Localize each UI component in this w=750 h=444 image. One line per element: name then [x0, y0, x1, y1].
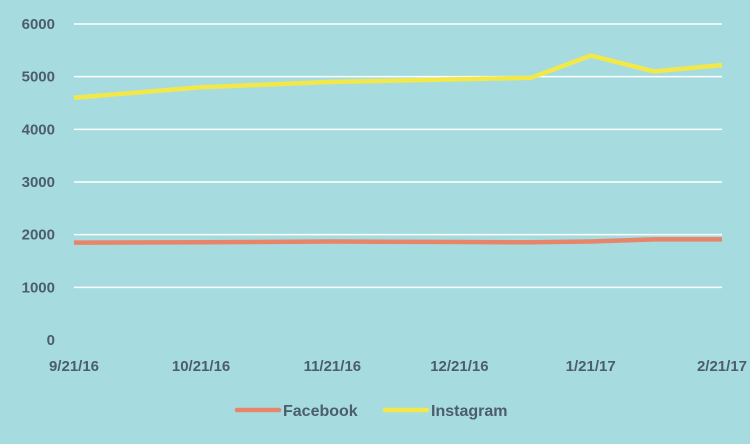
x-tick-label: 10/21/16	[172, 358, 230, 375]
series-lines	[73, 53, 723, 245]
x-axis-ticks: 9/21/16 10/21/16 11/21/16 12/21/16 1/21/17 2/…	[49, 358, 747, 375]
y-tick-label: 5000	[22, 69, 55, 86]
gridlines	[74, 23, 722, 289]
series-line-facebook	[73, 237, 722, 245]
legend: Facebook Instagram	[234, 403, 507, 420]
series-line-instagram	[73, 53, 723, 100]
y-tick-label: 3000	[22, 174, 55, 191]
y-tick-label: 6000	[22, 16, 55, 33]
y-tick-label: 4000	[22, 121, 55, 138]
y-tick-label: 0	[47, 332, 55, 349]
y-tick-label: 1000	[22, 279, 55, 296]
x-tick-label: 1/21/17	[566, 358, 616, 375]
x-tick-label: 2/21/17	[697, 358, 747, 375]
y-axis-ticks: 0 1000 2000 3000 4000 5000 6000	[22, 16, 55, 349]
x-tick-label: 11/21/16	[304, 358, 362, 375]
y-tick-label: 2000	[22, 227, 55, 244]
legend-label-instagram: Instagram	[431, 403, 507, 420]
x-tick-label: 12/21/16	[430, 358, 488, 375]
legend-label-facebook: Facebook	[283, 403, 358, 420]
x-tick-label: 9/21/16	[49, 358, 99, 375]
